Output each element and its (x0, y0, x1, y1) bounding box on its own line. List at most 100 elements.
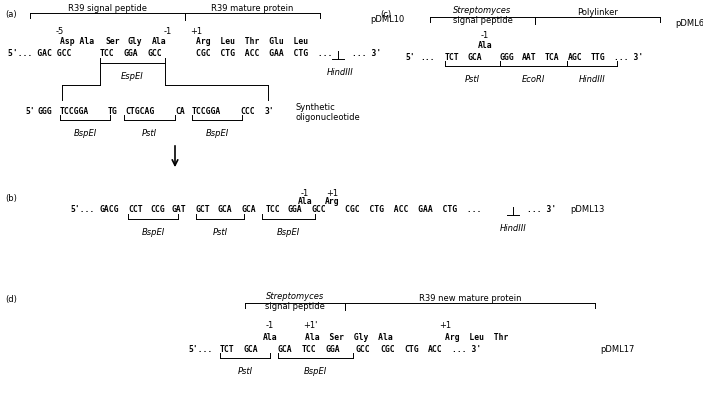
Text: +1': +1' (303, 322, 317, 330)
Text: -5: -5 (56, 27, 64, 37)
Text: BspEI: BspEI (205, 129, 228, 138)
Text: Arg  Leu  Thr: Arg Leu Thr (445, 332, 508, 341)
Text: TCA: TCA (545, 53, 560, 62)
Text: Ala: Ala (263, 332, 277, 341)
Text: CA: CA (175, 107, 185, 115)
Text: 5': 5' (25, 107, 34, 115)
Text: oligonucleotide: oligonucleotide (295, 113, 360, 123)
Text: Arg: Arg (325, 197, 340, 207)
Text: pDML17: pDML17 (600, 345, 634, 353)
Text: GCC: GCC (355, 345, 370, 353)
Text: (a): (a) (5, 10, 17, 19)
Text: CCT: CCT (128, 205, 143, 215)
Text: (b): (b) (5, 194, 17, 203)
Text: TCCGGA: TCCGGA (60, 107, 89, 115)
Text: GCA: GCA (244, 345, 259, 353)
Text: AGC: AGC (568, 53, 583, 62)
Text: GGA: GGA (325, 345, 340, 353)
Text: 3': 3' (265, 107, 275, 115)
Text: (d): (d) (5, 295, 17, 304)
Text: ...: ... (420, 53, 434, 62)
Text: HindIII: HindIII (579, 75, 605, 84)
Text: -1: -1 (301, 189, 309, 199)
Text: 5'...: 5'... (70, 205, 94, 215)
Text: GCT: GCT (196, 205, 211, 215)
Text: CCC: CCC (240, 107, 254, 115)
Text: -1: -1 (266, 322, 274, 330)
Text: BspEI: BspEI (277, 228, 300, 237)
Text: +1: +1 (439, 322, 451, 330)
Text: CGC  CTG  ACC  GAA  CTG  ...: CGC CTG ACC GAA CTG ... (196, 49, 333, 59)
Text: GGA: GGA (288, 205, 302, 215)
Text: HindIII: HindIII (327, 68, 354, 77)
Text: Asp Ala: Asp Ala (60, 37, 94, 47)
Text: PstI: PstI (238, 367, 252, 376)
Text: CGC  CTG  ACC  GAA  CTG  ...: CGC CTG ACC GAA CTG ... (345, 205, 482, 215)
Text: GCC: GCC (148, 49, 162, 59)
Text: GCC: GCC (312, 205, 327, 215)
Text: PstI: PstI (465, 75, 480, 84)
Text: -1: -1 (164, 27, 172, 37)
Text: ACC: ACC (428, 345, 443, 353)
Text: (c): (c) (380, 10, 391, 19)
Text: GCA: GCA (468, 53, 483, 62)
Text: R39 signal peptide: R39 signal peptide (68, 4, 147, 13)
Text: signal peptide: signal peptide (265, 302, 325, 311)
Text: Ala: Ala (152, 37, 167, 47)
Text: GGG: GGG (500, 53, 515, 62)
Text: TG: TG (108, 107, 117, 115)
Text: BspEI: BspEI (73, 129, 96, 138)
Text: TCC: TCC (302, 345, 316, 353)
Text: CTGCAG: CTGCAG (125, 107, 154, 115)
Text: HindIII: HindIII (500, 224, 527, 233)
Text: pDML10: pDML10 (370, 16, 404, 25)
Text: 5'...: 5'... (188, 345, 212, 353)
Text: AAT: AAT (522, 53, 536, 62)
Text: Streptomyces: Streptomyces (453, 6, 512, 15)
Text: EspEI: EspEI (121, 72, 144, 81)
Text: Ala: Ala (477, 41, 492, 51)
Text: TCC: TCC (266, 205, 280, 215)
Text: Arg  Leu  Thr  Glu  Leu: Arg Leu Thr Glu Leu (196, 37, 308, 47)
Text: TCT: TCT (220, 345, 235, 353)
Text: pDML63: pDML63 (675, 20, 703, 29)
Text: Streptomyces: Streptomyces (266, 292, 324, 301)
Text: R39 new mature protein: R39 new mature protein (419, 294, 521, 303)
Text: GACG: GACG (100, 205, 120, 215)
Text: TCT: TCT (445, 53, 460, 62)
Text: GCA: GCA (242, 205, 257, 215)
Text: EcoRI: EcoRI (522, 75, 546, 84)
Text: PstI: PstI (212, 228, 228, 237)
Text: signal peptide: signal peptide (453, 16, 512, 25)
Text: Ala  Ser  Gly  Ala: Ala Ser Gly Ala (305, 332, 393, 341)
Text: CCG: CCG (150, 205, 165, 215)
Text: TCC: TCC (100, 49, 115, 59)
Text: CTG: CTG (404, 345, 418, 353)
Text: CGC: CGC (380, 345, 394, 353)
Text: 5'... GAC GCC: 5'... GAC GCC (8, 49, 72, 59)
Text: ... 3': ... 3' (452, 345, 482, 353)
Text: R39 mature protein: R39 mature protein (212, 4, 294, 13)
Text: GGG: GGG (38, 107, 53, 115)
Text: Ser: Ser (105, 37, 120, 47)
Text: BspEI: BspEI (141, 228, 165, 237)
Text: ... 3': ... 3' (614, 53, 643, 62)
Text: TCCGGA: TCCGGA (192, 107, 221, 115)
Text: GAT: GAT (172, 205, 186, 215)
Text: Synthetic: Synthetic (295, 103, 335, 111)
Text: +1: +1 (190, 27, 202, 37)
Text: Polylinker: Polylinker (577, 8, 618, 17)
Text: +1: +1 (326, 189, 338, 199)
Text: ... 3': ... 3' (527, 205, 556, 215)
Text: GGA: GGA (123, 49, 138, 59)
Text: TTG: TTG (591, 53, 605, 62)
Text: -1: -1 (481, 31, 489, 41)
Text: GCA: GCA (218, 205, 233, 215)
Text: GCA: GCA (278, 345, 292, 353)
Text: PstI: PstI (142, 129, 157, 138)
Text: BspEI: BspEI (304, 367, 327, 376)
Text: Ala: Ala (297, 197, 312, 207)
Text: Gly: Gly (128, 37, 143, 47)
Text: 5': 5' (405, 53, 415, 62)
Text: pDML13: pDML13 (570, 205, 605, 215)
